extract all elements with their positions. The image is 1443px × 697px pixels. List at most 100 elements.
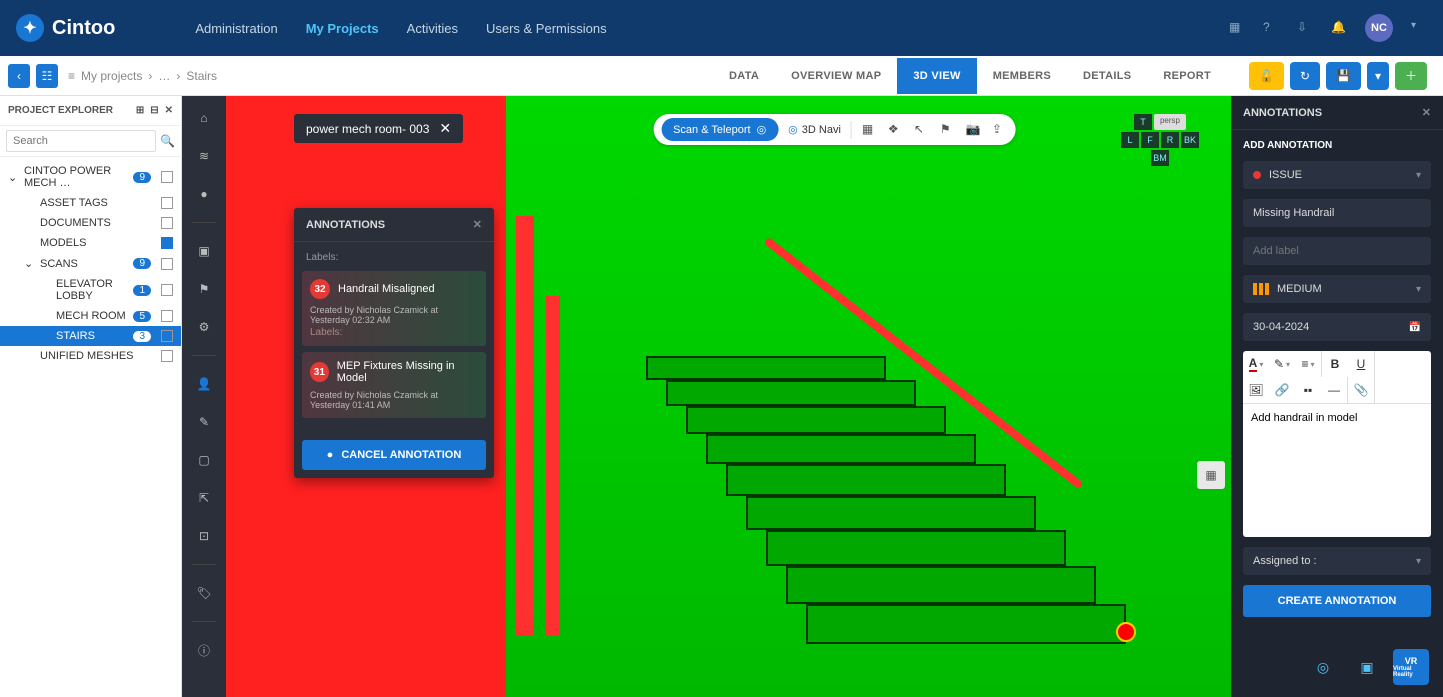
pin-icon[interactable]: ⚑ [940, 122, 956, 138]
collapse-all-icon[interactable]: ⊟ [150, 105, 158, 116]
vr-button[interactable]: VR Virtual Reality [1393, 649, 1429, 685]
measure-icon[interactable]: ⊡ [194, 526, 214, 546]
user-avatar[interactable]: NC [1365, 14, 1393, 42]
tree-toggle-button[interactable]: ☷ [36, 64, 58, 88]
scan-chip-close-icon[interactable]: ✕ [439, 120, 451, 137]
explorer-search-input[interactable] [6, 130, 156, 152]
nav-users-permissions[interactable]: Users & Permissions [486, 21, 607, 36]
priority-select[interactable]: MEDIUM ▾ [1243, 275, 1431, 303]
cube-right[interactable]: R [1161, 132, 1179, 148]
right-panel-close-icon[interactable]: ✕ [1422, 106, 1431, 119]
cube-bottom[interactable]: BM [1151, 150, 1169, 166]
tree-item[interactable]: MECH ROOM5 [0, 306, 181, 326]
save-dropdown[interactable]: ▾ [1367, 62, 1389, 90]
hr-button[interactable]: — [1321, 377, 1347, 403]
attach-button[interactable]: 📎 [1348, 377, 1374, 403]
bold-button[interactable]: B [1322, 351, 1348, 377]
info-icon[interactable]: ⓘ [194, 640, 214, 660]
cube-back[interactable]: BK [1181, 132, 1199, 148]
annotations-list-close-icon[interactable]: ✕ [473, 218, 482, 231]
scan-teleport-button[interactable]: Scan & Teleport ◎ [661, 118, 778, 141]
home-icon[interactable]: ⌂ [194, 108, 214, 128]
tab-details[interactable]: DETAILS [1067, 58, 1147, 94]
annotation-type-select[interactable]: ISSUE ▾ [1243, 161, 1431, 189]
avatar-chevron-icon[interactable]: ▾ [1411, 20, 1427, 36]
cancel-annotation-button[interactable]: ● CANCEL ANNOTATION [302, 440, 486, 470]
crop-icon[interactable]: ▢ [194, 450, 214, 470]
tree-item[interactable]: ⌄CINTOO POWER MECH …9 [0, 161, 181, 193]
assigned-to-select[interactable]: Assigned to : ▾ [1243, 547, 1431, 575]
help-icon[interactable]: ? [1263, 20, 1279, 36]
tree-item[interactable]: ASSET TAGS [0, 193, 181, 213]
pencil-icon[interactable]: ✎ [194, 412, 214, 432]
cube-top[interactable]: T [1134, 114, 1152, 130]
cube-left[interactable]: L [1121, 132, 1139, 148]
back-button[interactable]: ‹ [8, 64, 30, 88]
grid-toggle-button[interactable]: ▦ [1197, 461, 1225, 489]
3d-navi-toggle[interactable]: ◎ 3D Navi [788, 123, 841, 136]
breadcrumb-ellipsis[interactable]: … [158, 69, 170, 83]
breadcrumb-leaf[interactable]: Stairs [186, 69, 217, 83]
tab-data[interactable]: DATA [713, 58, 775, 94]
tab-overview-map[interactable]: OVERVIEW MAP [775, 58, 897, 94]
nav-activities[interactable]: Activities [407, 21, 458, 36]
3d-viewport[interactable]: power mech room- 003 ✕ Scan & Teleport ◎… [226, 96, 1443, 697]
annotation-card[interactable]: 32 Handrail Misaligned Created by Nichol… [302, 271, 486, 346]
clipboard-icon[interactable]: ▦ [1229, 20, 1245, 36]
share-icon[interactable]: ⇪ [992, 122, 1008, 138]
tree-item[interactable]: STAIRS3 [0, 326, 181, 346]
layers-icon[interactable]: ≋ [194, 146, 214, 166]
sync-button[interactable]: ↻ [1290, 62, 1320, 90]
stack-icon[interactable]: ❖ [888, 122, 904, 138]
flag-icon[interactable]: ⚑ [194, 279, 214, 299]
underline-button[interactable]: U [1348, 351, 1374, 377]
link-button[interactable]: 🔗 [1269, 377, 1295, 403]
unlock-button[interactable]: 🔓 [1249, 62, 1284, 90]
logo[interactable]: ✦ Cintoo [16, 14, 115, 42]
snapshot-icon[interactable]: 📷 [966, 122, 982, 138]
image-button[interactable]: 🖼 [1243, 377, 1269, 403]
video-button[interactable]: ▪▪ [1295, 377, 1321, 403]
bell-icon[interactable]: 🔔 [1331, 20, 1347, 36]
description-textarea[interactable] [1243, 404, 1431, 534]
sphere-icon[interactable]: ● [194, 184, 214, 204]
close-explorer-icon[interactable]: ✕ [165, 105, 173, 116]
date-input[interactable]: 30-04-2024 📅 [1243, 313, 1431, 341]
issue-dot-icon [1253, 171, 1261, 179]
fullscreen-button[interactable]: ▣ [1349, 649, 1385, 685]
nav-administration[interactable]: Administration [195, 21, 277, 36]
download-icon[interactable]: ⇩ [1297, 20, 1313, 36]
camera-icon[interactable]: ▣ [194, 241, 214, 261]
person-icon[interactable]: 👤 [194, 374, 214, 394]
tree-item[interactable]: UNIFIED MESHES [0, 346, 181, 366]
cube-persp[interactable]: persp [1154, 114, 1186, 130]
save-button[interactable]: 💾 [1326, 62, 1361, 90]
font-color-button[interactable]: A [1243, 351, 1269, 377]
nav-my-projects[interactable]: My Projects [306, 21, 379, 36]
gear-icon[interactable]: ⚙ [194, 317, 214, 337]
tab-3d-view[interactable]: 3D VIEW [897, 58, 976, 94]
annotation-marker[interactable] [1116, 622, 1136, 642]
tree-item[interactable]: MODELS [0, 233, 181, 253]
create-annotation-button[interactable]: CREATE ANNOTATION [1243, 585, 1431, 617]
tree-item[interactable]: DOCUMENTS [0, 213, 181, 233]
tab-members[interactable]: MEMBERS [977, 58, 1067, 94]
compass-button[interactable]: ◎ [1305, 649, 1341, 685]
annotation-card[interactable]: 31 MEP Fixtures Missing in Model Created… [302, 352, 486, 418]
tag-icon[interactable]: 🏷 [194, 583, 214, 603]
expand-all-icon[interactable]: ⊞ [136, 105, 144, 116]
cube-front[interactable]: F [1141, 132, 1159, 148]
align-button[interactable]: ≡ [1295, 351, 1321, 377]
annotation-label-input[interactable] [1243, 237, 1431, 265]
tree-item[interactable]: ELEVATOR LOBBY1 [0, 274, 181, 306]
export-icon[interactable]: ⇱ [194, 488, 214, 508]
add-button[interactable]: ＋ [1395, 62, 1427, 90]
cursor-icon[interactable]: ↖ [914, 122, 930, 138]
tab-report[interactable]: REPORT [1147, 58, 1227, 94]
annotation-name-input[interactable] [1243, 199, 1431, 227]
tree-item[interactable]: ⌄SCANS9 [0, 253, 181, 274]
highlight-button[interactable]: ✎ [1269, 351, 1295, 377]
grid-icon[interactable]: ▦ [862, 122, 878, 138]
breadcrumb-root[interactable]: My projects [81, 69, 142, 83]
search-icon[interactable]: 🔍 [160, 134, 175, 148]
